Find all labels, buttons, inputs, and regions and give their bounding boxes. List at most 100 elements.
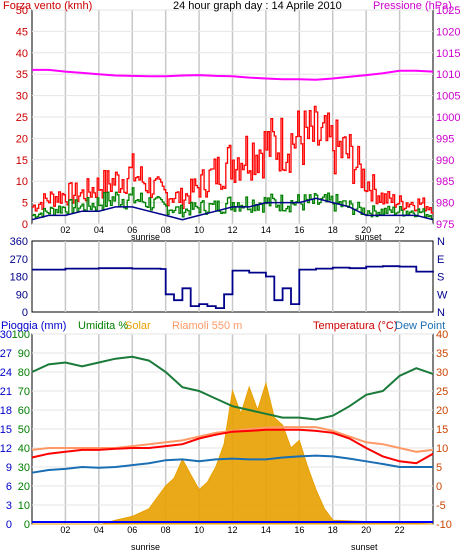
wind-tick-label: 0	[22, 219, 28, 231]
x-tick-label-1: 12	[227, 225, 237, 235]
compass-tick-label: N	[437, 236, 445, 248]
solar-title: Solar	[125, 320, 151, 332]
x-tick-label-1: 18	[328, 225, 338, 235]
pressure-tick-label: 985	[436, 176, 454, 188]
graph-title: 24 hour graph day : 14 Aprile 2010	[173, 0, 342, 12]
pressure-tick-label: 1025	[436, 5, 460, 17]
rain-tick-label: 6	[6, 481, 12, 493]
humidity-tick-label: 50	[18, 424, 30, 436]
x-tick-label-1: 06	[127, 225, 137, 235]
wind-tick-label: 40	[16, 48, 28, 60]
wind-tick-label: 35	[16, 69, 28, 81]
x-tick-label-3: 06	[127, 525, 137, 535]
temperature-title: Temperatura (°C)	[313, 320, 397, 332]
x-tick-label-3: 20	[361, 525, 371, 535]
pressure-tick-label: 975	[436, 219, 454, 231]
pressure-tick-label: 990	[436, 155, 454, 167]
humidity-tick-label: 10	[18, 500, 30, 512]
rain-tick-label: 27	[0, 348, 12, 360]
wind-tick-label: 45	[16, 26, 28, 38]
direction-tick-label: 0	[22, 307, 28, 319]
pressure-tick-label: 1010	[436, 69, 460, 81]
x-tick-label-3: 14	[261, 525, 271, 535]
temp-tick-label: 35	[436, 348, 448, 360]
wind-tick-label: 25	[16, 112, 28, 124]
direction-tick-label: 360	[10, 236, 28, 248]
x-tick-label-3: 22	[395, 525, 405, 535]
pressure-line	[32, 68, 434, 81]
direction-tick-label: 90	[16, 289, 28, 301]
humidity-tick-label: 90	[18, 348, 30, 360]
rain-tick-label: 21	[0, 386, 12, 398]
x-tick-label-1: 22	[395, 225, 405, 235]
x-tick-label-3: 08	[161, 525, 171, 535]
x-tick-label-3: 04	[94, 525, 104, 535]
rain-tick-label: 30	[0, 329, 12, 341]
direction-tick-label: 180	[10, 272, 28, 284]
wind-tick-label: 10	[16, 176, 28, 188]
x-tick-label-1: 08	[161, 225, 171, 235]
rain-tick-label: 15	[0, 424, 12, 436]
wind-tick-label: 20	[16, 133, 28, 145]
heat-index-title: Riamoli 550 m	[172, 320, 242, 332]
sunrise-label-3: sunrise	[131, 542, 160, 552]
pressure-tick-label: 1005	[436, 91, 460, 103]
solar-area	[32, 381, 434, 525]
humidity-tick-label: 30	[18, 462, 30, 474]
temp-tick-label: 20	[436, 405, 448, 417]
compass-tick-label: E	[437, 254, 444, 266]
wind-direction-line	[32, 265, 434, 309]
sunrise-label-1: sunrise	[131, 232, 160, 242]
humidity-tick-label: 100	[12, 329, 30, 341]
x-tick-label-3: 10	[194, 525, 204, 535]
rain-tick-label: 12	[0, 443, 12, 455]
rain-tick-label: 24	[0, 367, 12, 379]
x-tick-label-3: 18	[328, 525, 338, 535]
rain-tick-label: 18	[0, 405, 12, 417]
rain-tick-label: 3	[6, 500, 12, 512]
temp-tick-label: 5	[436, 462, 442, 474]
pressure-tick-label: 1015	[436, 48, 460, 60]
x-tick-label-1: 02	[60, 225, 70, 235]
sunset-label-1: sunset	[355, 232, 382, 242]
humidity-title: Umidita %	[78, 320, 128, 332]
temp-tick-label: -5	[436, 500, 446, 512]
temp-tick-label: 30	[436, 367, 448, 379]
rain-tick-label: 0	[6, 519, 12, 531]
temp-tick-label: 10	[436, 443, 448, 455]
temp-tick-label: -10	[436, 519, 452, 531]
wind-tick-label: 5	[22, 198, 28, 210]
sunset-label-3: sunset	[351, 542, 378, 552]
humidity-tick-label: 40	[18, 443, 30, 455]
wind-tick-label: 15	[16, 155, 28, 167]
temp-tick-label: 40	[436, 329, 448, 341]
dew-point-title: Dew Point	[395, 320, 445, 332]
pressure-tick-label: 980	[436, 198, 454, 210]
temp-tick-label: 15	[436, 424, 448, 436]
wind-tick-label: 50	[16, 5, 28, 17]
tick-labels: 0202040406060808101012121414161618182020…	[0, 5, 460, 535]
direction-tick-label: 270	[10, 254, 28, 266]
x-tick-label-1: 16	[294, 225, 304, 235]
humidity-line	[31, 355, 434, 421]
wind-tick-label: 30	[16, 91, 28, 103]
x-tick-label-1: 04	[94, 225, 104, 235]
rain-title: Pioggia (mm)	[1, 320, 66, 332]
temp-tick-label: 25	[436, 386, 448, 398]
pressure-tick-label: 1000	[436, 112, 460, 124]
humidity-tick-label: 0	[24, 519, 30, 531]
temp-tick-label: 0	[436, 481, 442, 493]
x-tick-label-3: 16	[294, 525, 304, 535]
compass-tick-label: N	[437, 307, 445, 319]
pressure-tick-label: 1020	[436, 26, 460, 38]
pressure-title: Pressione (hPa)	[373, 0, 452, 12]
dew-point-line	[31, 454, 433, 474]
x-tick-label-1: 10	[194, 225, 204, 235]
x-tick-label-3: 02	[60, 525, 70, 535]
pressure-tick-label: 995	[436, 133, 454, 145]
x-tick-label-1: 20	[361, 225, 371, 235]
humidity-tick-label: 20	[18, 481, 30, 493]
wind-speed-title: Forza vento (kmh)	[3, 0, 92, 12]
